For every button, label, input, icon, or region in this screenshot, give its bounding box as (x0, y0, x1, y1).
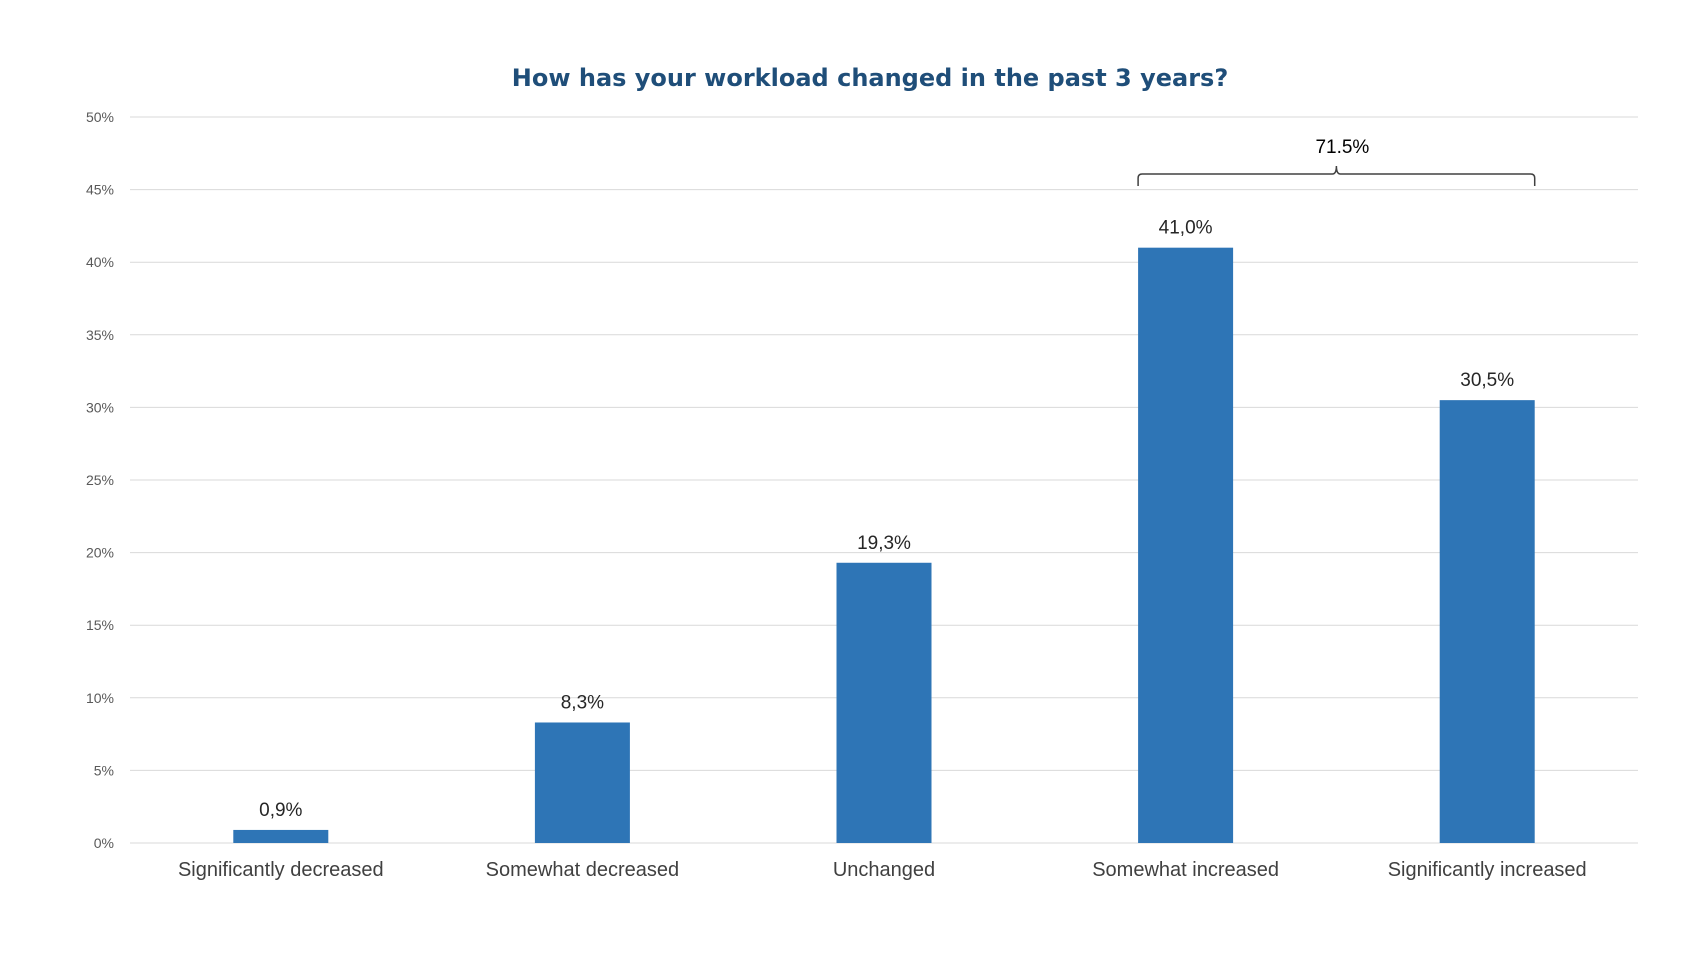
data-label: 8,3% (561, 692, 604, 713)
bracket-label: 71.5% (1315, 137, 1369, 158)
bracket-annotation (1137, 165, 1536, 186)
y-tick-label: 30% (86, 399, 114, 415)
x-tick-label: Unchanged (833, 859, 935, 881)
y-axis-ticks: 0% 5% 10% 15% 20% 25% 30% 35% 40% 45% 50% (86, 109, 114, 851)
chart-title: How has your workload changed in the pas… (512, 64, 1228, 92)
x-axis-ticks: Significantly decreased Somewhat decrease… (178, 859, 1587, 881)
bar (534, 722, 630, 843)
gridlines (130, 116, 1638, 844)
y-tick-label: 25% (86, 472, 114, 488)
annotations: 71.5% (1137, 137, 1536, 186)
bar (836, 562, 932, 843)
bars (233, 247, 1535, 843)
data-label: 19,3% (857, 533, 911, 554)
x-tick-label: Somewhat increased (1092, 859, 1279, 881)
y-tick-label: 20% (86, 545, 114, 561)
x-tick-label: Significantly decreased (178, 859, 384, 881)
y-tick-label: 5% (94, 762, 114, 778)
y-tick-label: 10% (86, 690, 114, 706)
x-tick-label: Somewhat decreased (486, 859, 679, 881)
data-labels: 0,9% 8,3% 19,3% 41,0% 30,5% (259, 218, 1514, 821)
y-tick-label: 45% (86, 182, 114, 198)
data-label: 41,0% (1159, 218, 1213, 239)
data-label: 30,5% (1460, 370, 1514, 391)
y-tick-label: 0% (94, 835, 114, 851)
y-tick-label: 50% (86, 109, 114, 125)
y-tick-label: 40% (86, 254, 114, 270)
bar (1138, 247, 1234, 843)
x-tick-label: Significantly increased (1388, 859, 1587, 881)
y-tick-label: 35% (86, 327, 114, 343)
bar (233, 829, 329, 843)
y-tick-label: 15% (86, 617, 114, 633)
data-label: 0,9% (259, 800, 302, 821)
bar (1439, 400, 1535, 843)
